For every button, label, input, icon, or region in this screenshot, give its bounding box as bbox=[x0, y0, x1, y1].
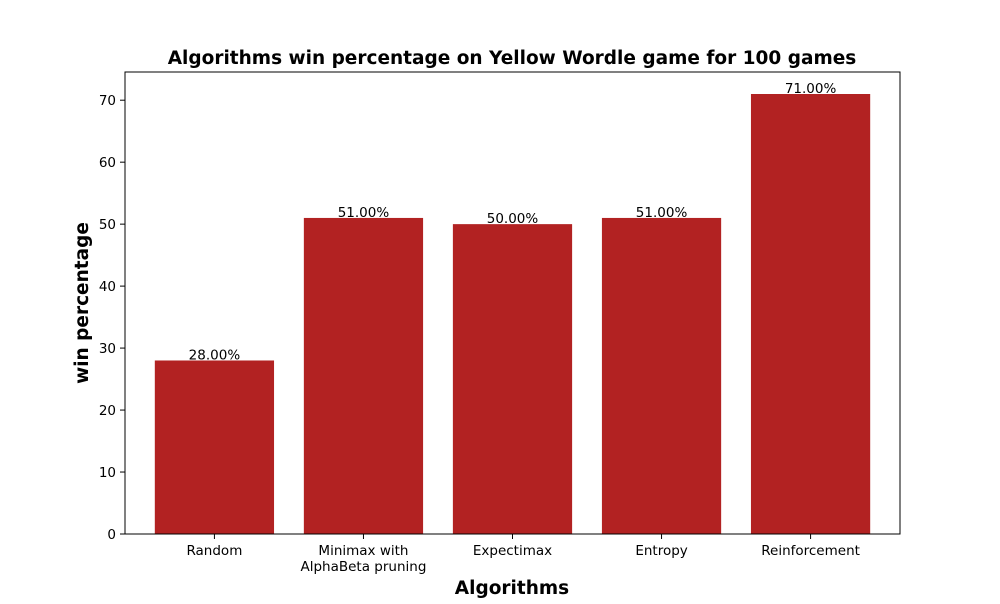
x-tick-label: Random bbox=[186, 543, 242, 559]
bar-value-label: 28.00% bbox=[189, 347, 241, 363]
data-labels-layer: 28.00% 51.00% 50.00% 51.00% 71.00% bbox=[189, 81, 837, 363]
x-tick-label: Reinforcement bbox=[761, 543, 860, 559]
chart-title: Algorithms win percentage on Yellow Word… bbox=[168, 48, 857, 69]
bar-1 bbox=[303, 217, 424, 534]
x-tick-label-line: AlphaBeta pruning bbox=[300, 559, 426, 575]
bar-0 bbox=[154, 360, 275, 534]
y-tick-label: 30 bbox=[99, 341, 116, 357]
x-axis-label: Algorithms bbox=[455, 578, 569, 599]
x-tick-label: Expectimax bbox=[473, 543, 552, 559]
y-tick-label: 70 bbox=[99, 93, 116, 109]
x-tick-label-line: Random bbox=[186, 543, 242, 559]
plot-area-frame bbox=[124, 71, 901, 535]
bar-4 bbox=[750, 94, 871, 534]
bar-value-label: 50.00% bbox=[487, 211, 539, 227]
x-tick-label-line: Expectimax bbox=[473, 543, 552, 559]
bar-3 bbox=[601, 217, 722, 534]
y-axis-ticks: 0 10 20 30 40 50 60 70 bbox=[99, 93, 125, 543]
x-tick-label: Entropy bbox=[635, 543, 687, 559]
y-tick-label: 20 bbox=[99, 403, 116, 419]
y-tick-label: 60 bbox=[99, 155, 116, 171]
x-tick-label-line: Reinforcement bbox=[761, 543, 860, 559]
bar-value-label: 71.00% bbox=[785, 81, 837, 97]
x-tick-label: Minimax with AlphaBeta pruning bbox=[300, 543, 426, 575]
x-tick-label-line: Entropy bbox=[635, 543, 687, 559]
y-tick-label: 10 bbox=[99, 465, 116, 481]
x-axis-ticks: Random Minimax with AlphaBeta pruning Expec… bbox=[186, 534, 860, 575]
bar-2 bbox=[452, 224, 573, 534]
x-tick-label-line: Minimax with bbox=[318, 543, 408, 559]
y-tick-label: 0 bbox=[107, 527, 116, 543]
bars-layer bbox=[154, 94, 871, 534]
y-tick-label: 50 bbox=[99, 217, 116, 233]
bar-value-label: 51.00% bbox=[636, 205, 688, 221]
y-axis-label: win percentage bbox=[72, 222, 93, 384]
bar-value-label: 51.00% bbox=[338, 205, 390, 221]
y-tick-label: 40 bbox=[99, 279, 116, 295]
